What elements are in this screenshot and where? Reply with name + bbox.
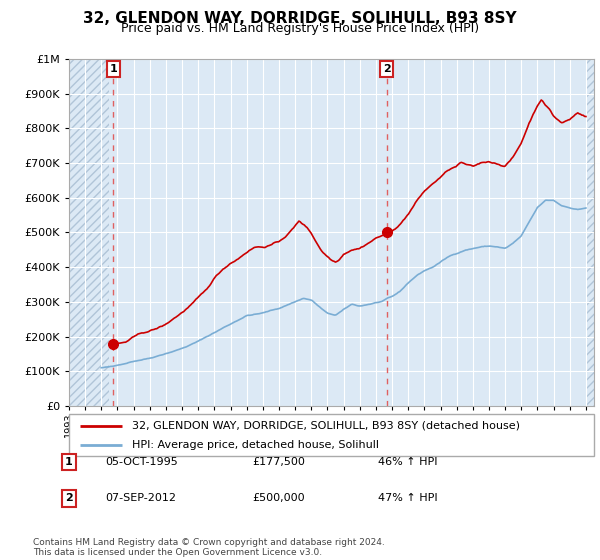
Text: 47% ↑ HPI: 47% ↑ HPI	[378, 493, 437, 503]
Bar	[69, 59, 109, 406]
Bar	[586, 59, 594, 406]
Text: 1: 1	[65, 457, 73, 467]
Text: 05-OCT-1995: 05-OCT-1995	[105, 457, 178, 467]
Text: 2: 2	[65, 493, 73, 503]
Text: 2: 2	[383, 64, 391, 74]
Text: Price paid vs. HM Land Registry's House Price Index (HPI): Price paid vs. HM Land Registry's House …	[121, 22, 479, 35]
Text: £177,500: £177,500	[252, 457, 305, 467]
Text: Contains HM Land Registry data © Crown copyright and database right 2024.
This d: Contains HM Land Registry data © Crown c…	[33, 538, 385, 557]
Text: £500,000: £500,000	[252, 493, 305, 503]
FancyBboxPatch shape	[69, 414, 594, 456]
Text: 1: 1	[110, 64, 117, 74]
Text: 46% ↑ HPI: 46% ↑ HPI	[378, 457, 437, 467]
Text: 32, GLENDON WAY, DORRIDGE, SOLIHULL, B93 8SY (detached house): 32, GLENDON WAY, DORRIDGE, SOLIHULL, B93…	[132, 421, 520, 431]
Text: 32, GLENDON WAY, DORRIDGE, SOLIHULL, B93 8SY: 32, GLENDON WAY, DORRIDGE, SOLIHULL, B93…	[83, 11, 517, 26]
Text: HPI: Average price, detached house, Solihull: HPI: Average price, detached house, Soli…	[132, 440, 379, 450]
Text: 07-SEP-2012: 07-SEP-2012	[105, 493, 176, 503]
